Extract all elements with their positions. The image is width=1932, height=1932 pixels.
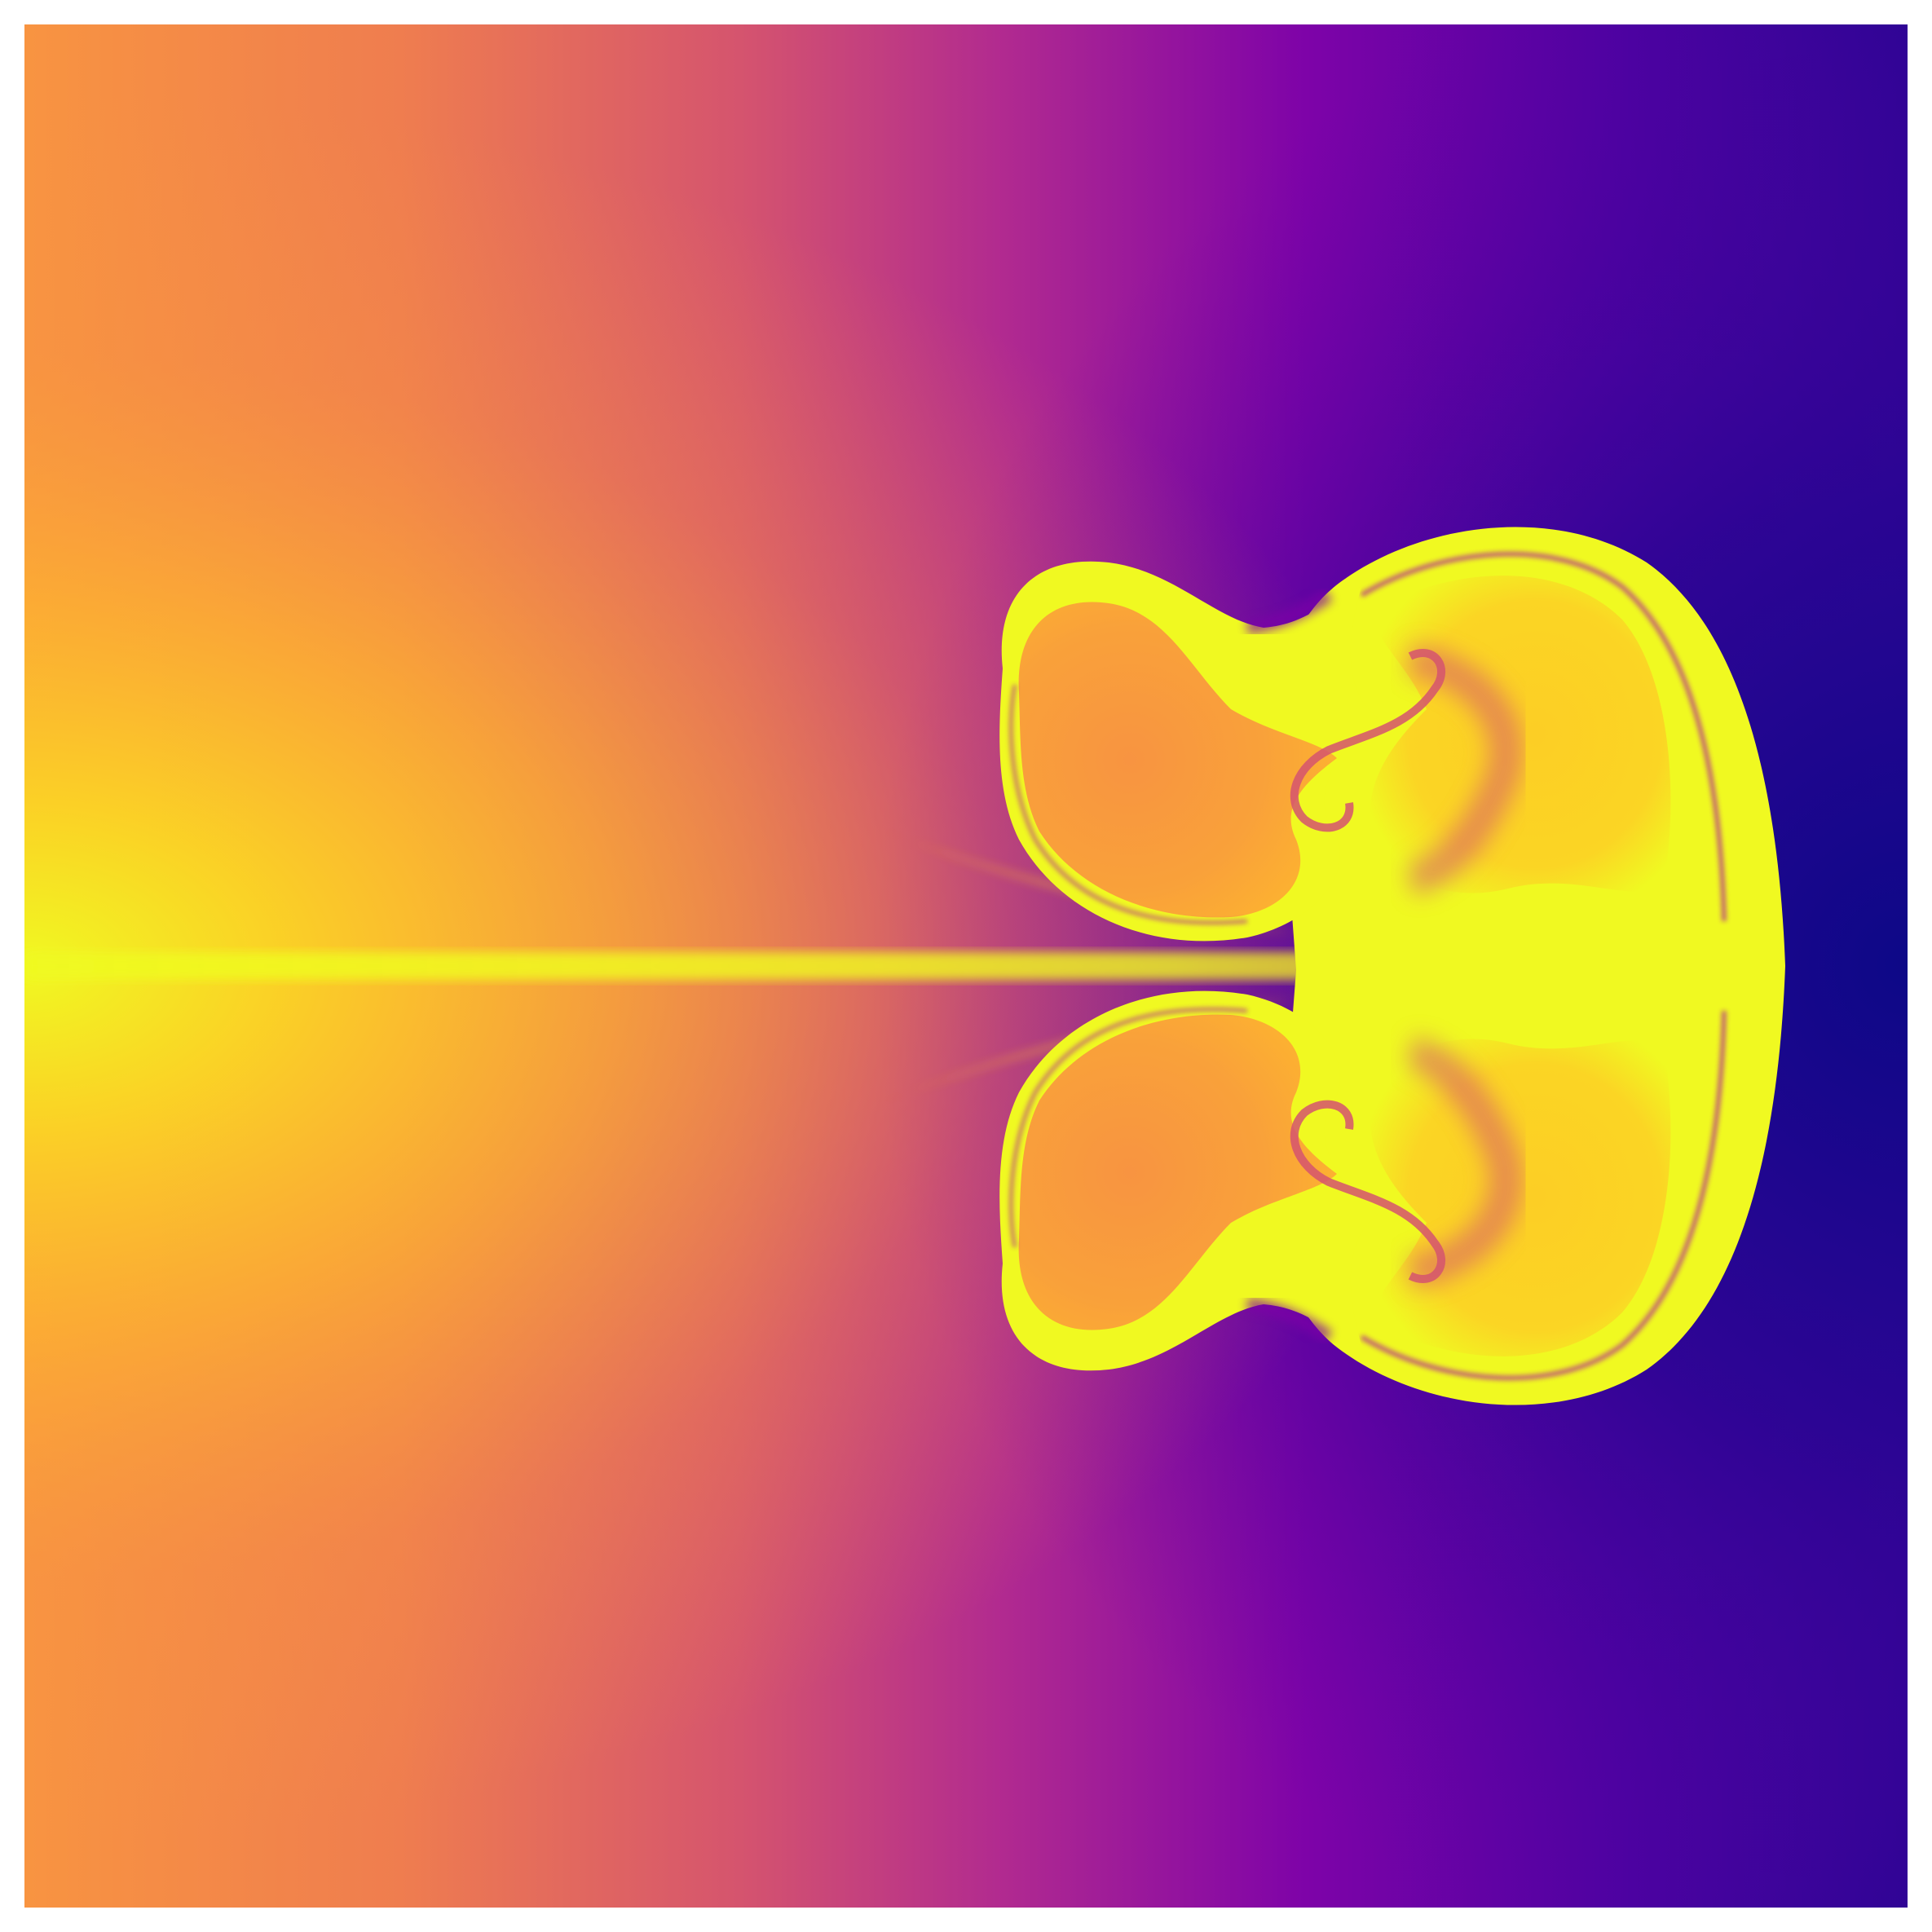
upper-lobe-body — [1018, 602, 1337, 918]
cap-shadow-lower — [1405, 1035, 1523, 1288]
upper-lobe-edge — [1008, 684, 1248, 925]
lower-notch — [1246, 1298, 1333, 1343]
upper-spiral-curl — [1290, 649, 1446, 832]
plasma-field-image — [24, 24, 1908, 1908]
lower-lobe-body — [1018, 1014, 1337, 1330]
upper-notch — [1246, 589, 1333, 634]
lower-lobe-edge — [1008, 1007, 1248, 1248]
lower-spiral-curl — [1290, 1100, 1446, 1283]
simulation-frame — [24, 24, 1908, 1908]
cap-inner-ring — [1360, 551, 1727, 922]
cap-inner-ring-lower — [1360, 1010, 1727, 1381]
cap-shadow-upper — [1405, 644, 1523, 897]
